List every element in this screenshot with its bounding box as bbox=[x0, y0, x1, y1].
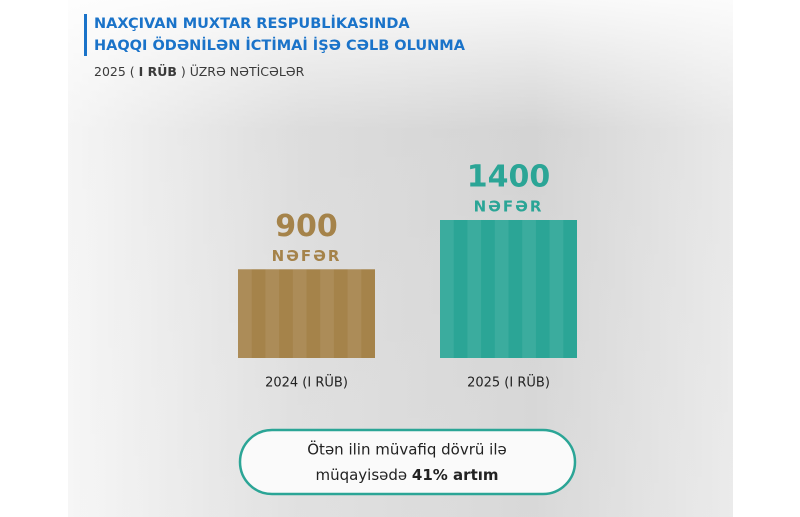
annotation-line: müqayisədə 41% artım bbox=[315, 466, 498, 484]
bar-sheen bbox=[238, 269, 252, 358]
subtitle-part: ) ÜZRƏ NƏTİCƏLƏR bbox=[177, 63, 305, 79]
bar-sheen bbox=[549, 220, 564, 358]
annotation-part: müqayisədə bbox=[315, 466, 411, 484]
bar-sheen bbox=[292, 269, 307, 358]
unit-label: NƏFƏR bbox=[474, 198, 544, 216]
title-line: NAXÇIVAN MUXTAR RESPUBLİKASINDA bbox=[94, 15, 410, 32]
subtitle: 2025 ( I RÜB ) ÜZRƏ NƏTİCƏLƏR bbox=[94, 63, 305, 79]
bar bbox=[238, 269, 375, 358]
bar-sheen bbox=[494, 220, 509, 358]
x-tick-label: 2024 (I RÜB) bbox=[265, 374, 348, 391]
x-tick-label: 2025 (I RÜB) bbox=[467, 374, 550, 391]
annotation-line: Ötən ilin müvafiq dövrü ilə bbox=[307, 440, 506, 459]
plot: 900 NƏFƏR 2024 (I RÜB) 1400 NƏFƏR 2025 (I RÜB… bbox=[238, 160, 577, 391]
bar-sheen bbox=[467, 220, 482, 358]
subtitle-part: 2025 ( bbox=[94, 64, 139, 79]
unit-label: NƏFƏR bbox=[272, 247, 342, 265]
title-accent bbox=[84, 14, 87, 56]
value-label: 1400 bbox=[467, 160, 551, 195]
subtitle-part: I RÜB bbox=[139, 64, 177, 79]
bar-sheen bbox=[265, 269, 280, 358]
bar-sheen bbox=[522, 220, 536, 358]
bar bbox=[440, 220, 577, 358]
title-line: HAQQI ÖDƏNİLƏN İCTİMAİ İŞƏ CƏLB OLUNMA bbox=[94, 36, 466, 54]
bar-sheen bbox=[320, 269, 334, 358]
bar-sheen bbox=[440, 220, 454, 358]
annotation-part: 41% artım bbox=[412, 466, 499, 484]
bar-sheen bbox=[347, 269, 362, 358]
value-label: 900 bbox=[275, 209, 338, 244]
annotation-box bbox=[238, 428, 577, 496]
